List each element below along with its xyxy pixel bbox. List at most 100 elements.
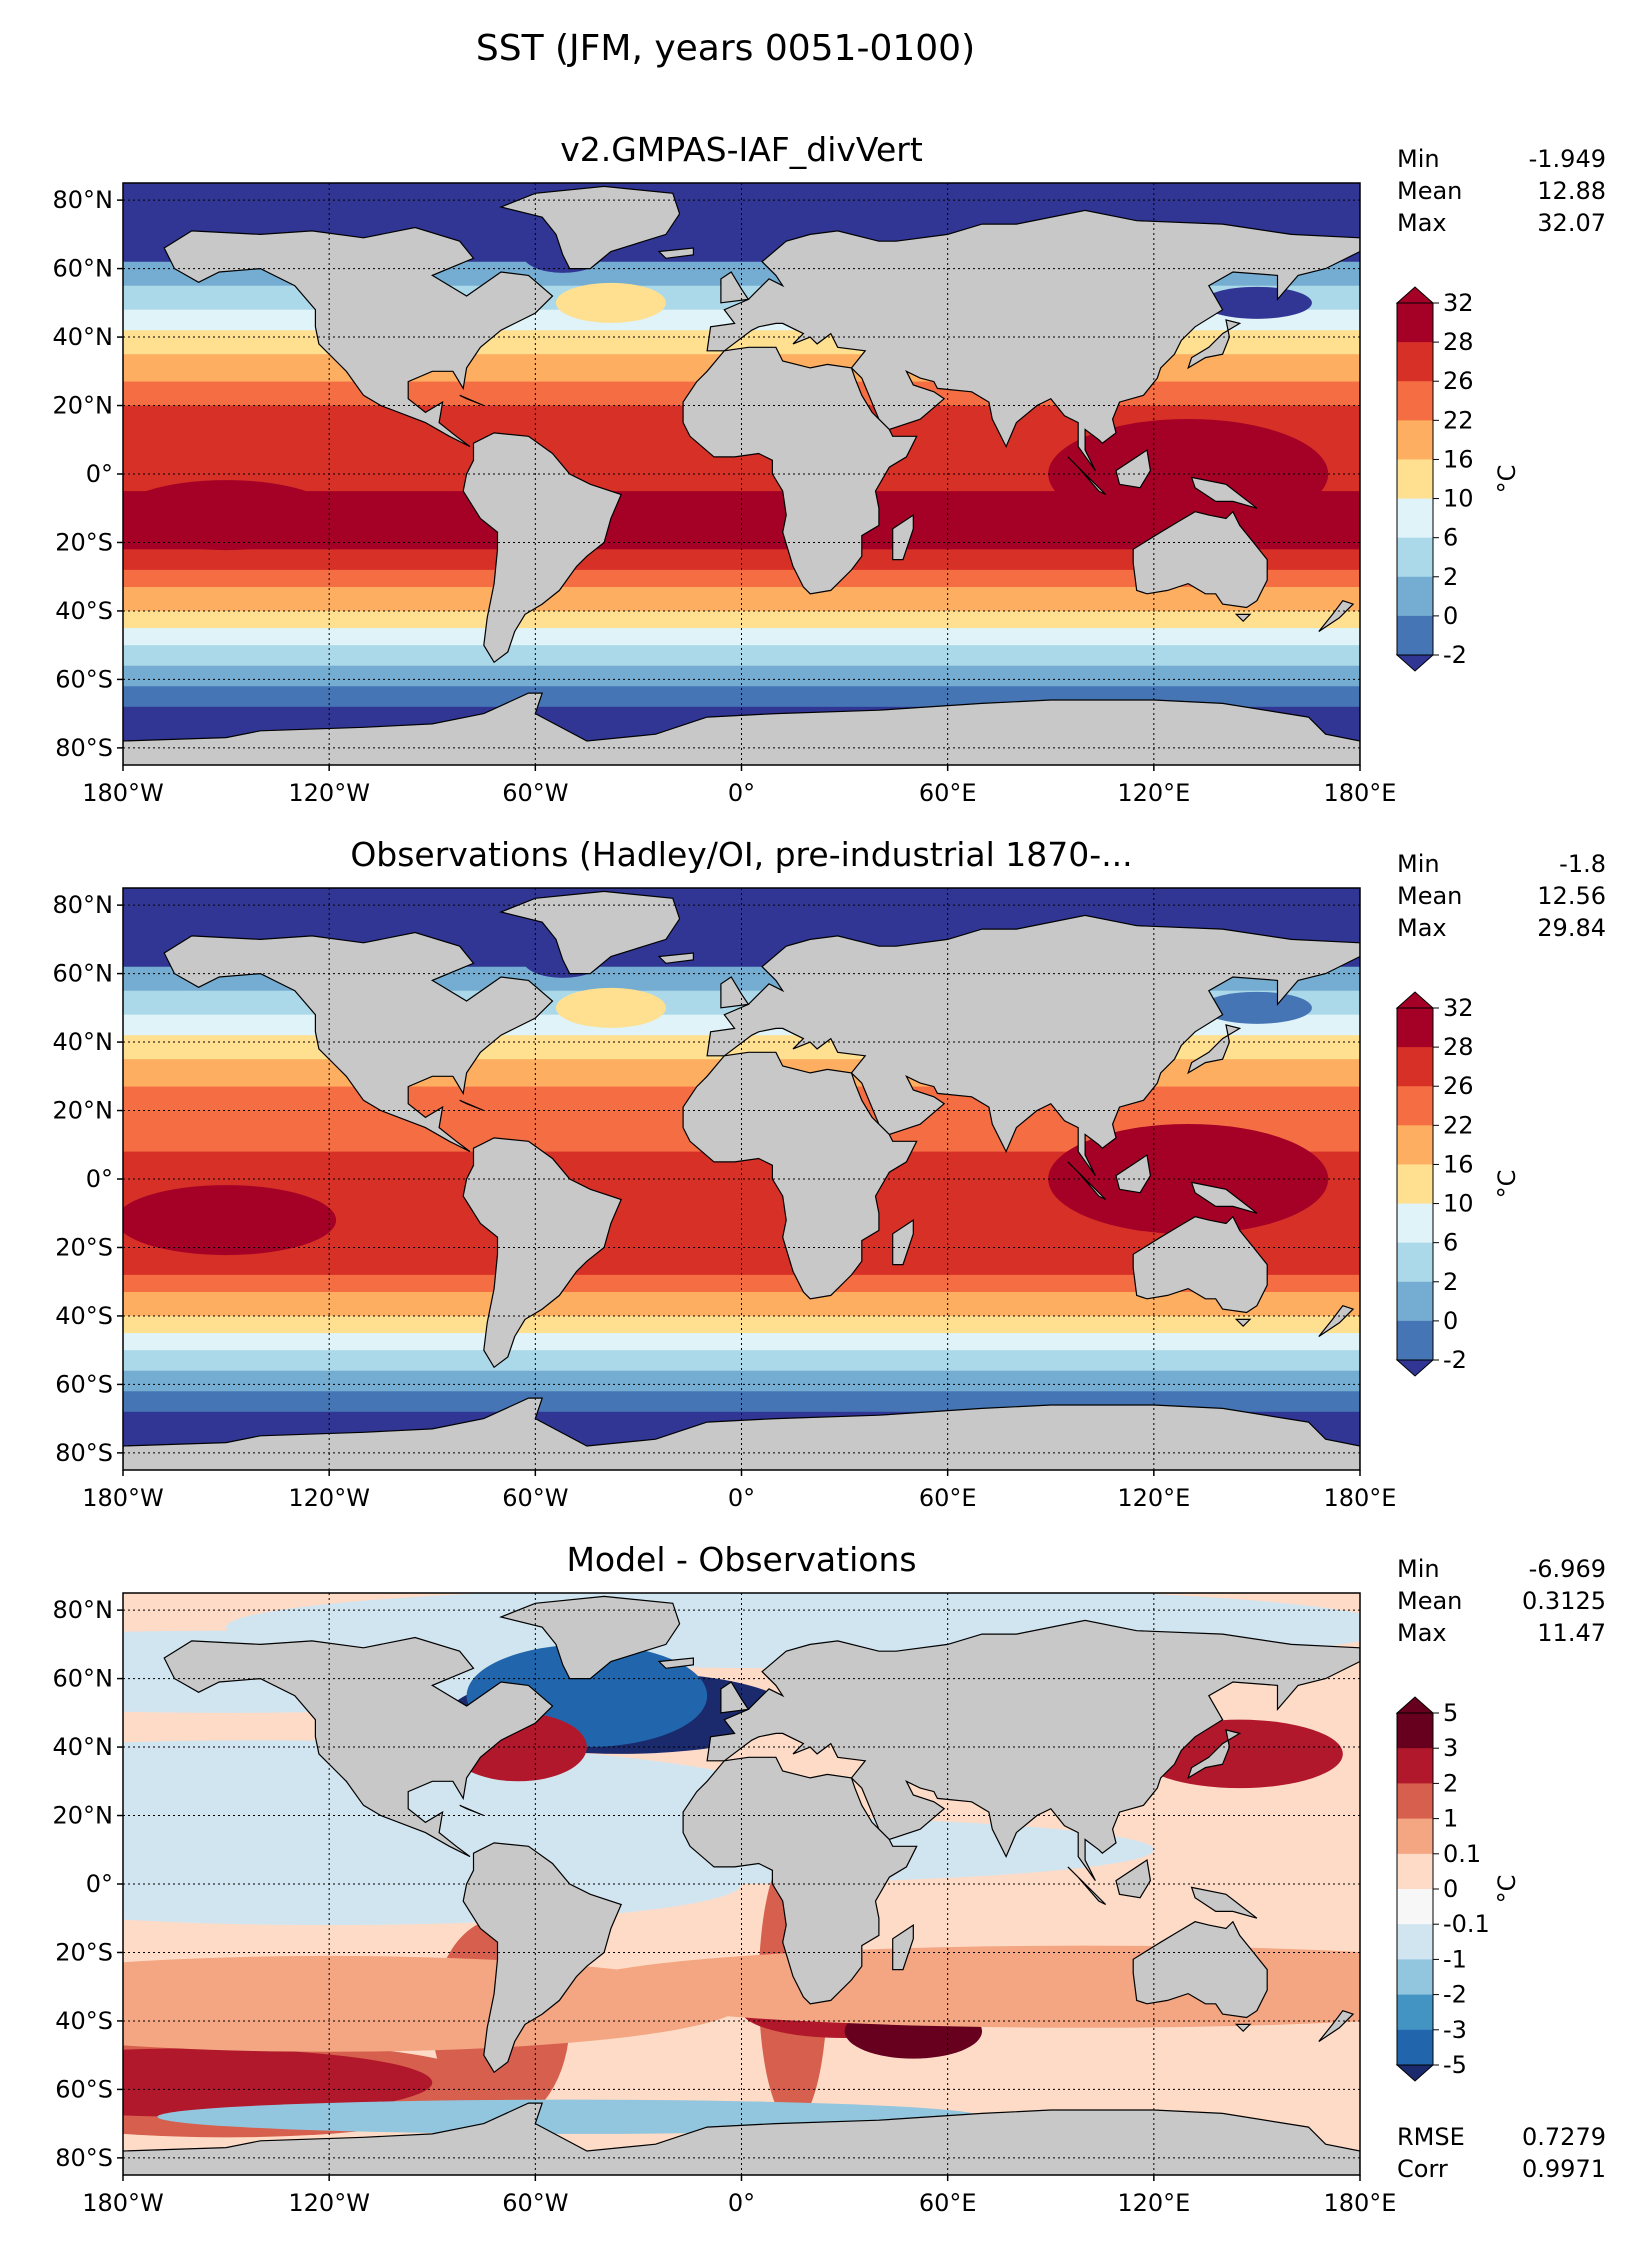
colorbar-unit: °C — [1493, 465, 1521, 494]
x-tick-label: 60°E — [919, 1484, 977, 1512]
stat-value: 12.88 — [1537, 177, 1606, 205]
land-mass — [1190, 1886, 1258, 1919]
y-tick-label: 40°S — [55, 1302, 113, 1330]
stat-label: Max — [1397, 914, 1447, 942]
stat-value: 0.9971 — [1522, 2155, 1606, 2183]
colorbar-segment — [1397, 1713, 1433, 1749]
x-tick-label: 120°E — [1117, 779, 1190, 807]
map-area — [123, 888, 1360, 1470]
y-tick-label: 20°S — [55, 1233, 113, 1261]
colorbar-segment — [1397, 615, 1433, 656]
colorbar-segment — [1397, 1086, 1433, 1126]
y-tick-label: 20°N — [53, 1097, 114, 1125]
y-tick-label: 80°S — [55, 1439, 113, 1467]
land-mass — [459, 1804, 485, 1817]
x-tick-label: 180°E — [1324, 2189, 1397, 2217]
panel-title: Observations (Hadley/OI, pre-industrial … — [350, 835, 1132, 874]
colorbar-tick-label: 0 — [1443, 1875, 1458, 1903]
stat-value: 0.7279 — [1522, 2123, 1606, 2151]
y-tick-label: 80°S — [55, 2144, 113, 2172]
colorbar-segment — [1397, 1994, 1433, 2031]
stat-value: -1.8 — [1559, 850, 1606, 878]
stat-value: -1.949 — [1529, 145, 1606, 173]
map-panel-0: v2.GMPAS-IAF_divVert80°N60°N40°N20°N0°20… — [53, 130, 1607, 807]
colorbar-segment — [1397, 342, 1433, 382]
y-tick-label: 60°N — [53, 960, 114, 988]
colorbar-segment — [1397, 576, 1433, 617]
y-tick-label: 60°S — [55, 2075, 113, 2103]
x-tick-label: 180°W — [82, 779, 164, 807]
land-mass — [1318, 1304, 1355, 1337]
map-panel-1: Observations (Hadley/OI, pre-industrial … — [53, 835, 1607, 1512]
y-tick-label: 40°N — [53, 1028, 114, 1056]
x-tick-label: 60°E — [919, 779, 977, 807]
sst-band — [123, 1370, 1360, 1393]
x-tick-label: 180°E — [1324, 779, 1397, 807]
warm-pool — [123, 480, 337, 551]
sst-band — [123, 645, 1360, 667]
land-mass — [892, 1923, 914, 1971]
x-tick-label: 0° — [728, 779, 755, 807]
colorbar-tick-label: 2 — [1443, 1268, 1458, 1296]
colorbar-tick-label: 22 — [1443, 1111, 1474, 1139]
stat-value: 11.47 — [1537, 1619, 1606, 1647]
land-mass — [657, 247, 695, 259]
stat-label: Max — [1397, 1619, 1447, 1647]
x-tick-label: 180°W — [82, 1484, 164, 1512]
colorbar-extend-min — [1395, 654, 1435, 672]
land-mass — [1318, 2009, 1355, 2042]
x-tick-label: 60°W — [502, 2189, 568, 2217]
colorbar-tick-label: 5 — [1443, 1699, 1458, 1727]
land-mass — [1190, 476, 1258, 509]
land-mass — [1190, 1181, 1258, 1214]
figure-title: SST (JFM, years 0051-0100) — [475, 28, 976, 69]
x-tick-label: 60°E — [919, 2189, 977, 2217]
colorbar-unit: °C — [1493, 1875, 1521, 1904]
x-tick-label: 60°W — [502, 779, 568, 807]
land-mass — [706, 1619, 1360, 1881]
colorbar-tick-label: 32 — [1443, 289, 1474, 317]
colorbar-tick-label: 3 — [1443, 1734, 1458, 1762]
stat-label: Min — [1397, 1555, 1440, 1583]
colorbar-segment — [1397, 1047, 1433, 1087]
panel-title: Model - Observations — [566, 1540, 916, 1579]
colorbar-segment — [1397, 459, 1433, 500]
y-tick-label: 20°S — [55, 1938, 113, 1966]
colorbar-tick-label: -0.1 — [1443, 1910, 1490, 1938]
y-tick-label: 60°S — [55, 1370, 113, 1398]
warm-pool — [123, 1185, 337, 1256]
stat-label: Corr — [1397, 2155, 1448, 2183]
stat-label: Max — [1397, 209, 1447, 237]
colorbar-extend-max — [1395, 1696, 1435, 1714]
y-tick-label: 0° — [86, 460, 113, 488]
colorbar-segment — [1397, 1853, 1433, 1890]
x-tick-label: 180°E — [1324, 1484, 1397, 1512]
y-tick-label: 80°N — [53, 186, 114, 214]
colorbar-extend-min — [1395, 1359, 1435, 1377]
colorbar-tick-label: 28 — [1443, 328, 1474, 356]
sst-band — [123, 665, 1360, 688]
colorbar-segment — [1397, 1125, 1433, 1165]
colorbar-tick-label: 0 — [1443, 1307, 1458, 1335]
land-mass — [1234, 613, 1252, 623]
gulf-stream-extension — [555, 987, 666, 1028]
colorbar-tick-label: 10 — [1443, 1190, 1474, 1218]
y-tick-label: 20°N — [53, 392, 114, 420]
land-mass — [499, 890, 681, 975]
gulf-stream-extension — [555, 282, 666, 323]
colorbar-tick-label: 2 — [1443, 1769, 1458, 1797]
land-mass — [499, 1595, 681, 1680]
y-tick-label: 60°S — [55, 665, 113, 693]
stat-label: Mean — [1397, 882, 1462, 910]
stat-value: 29.84 — [1537, 914, 1606, 942]
colorbar-frame — [1396, 1007, 1434, 1361]
land-mass — [462, 432, 623, 664]
colorbar-segment — [1397, 1924, 1433, 1960]
diff-anomaly — [123, 2048, 433, 2117]
colorbar-tick-label: 26 — [1443, 367, 1474, 395]
land-mass — [459, 394, 485, 407]
land-mass — [1132, 1215, 1268, 1314]
colorbar-unit: °C — [1493, 1170, 1521, 1199]
x-tick-label: 180°W — [82, 2189, 164, 2217]
